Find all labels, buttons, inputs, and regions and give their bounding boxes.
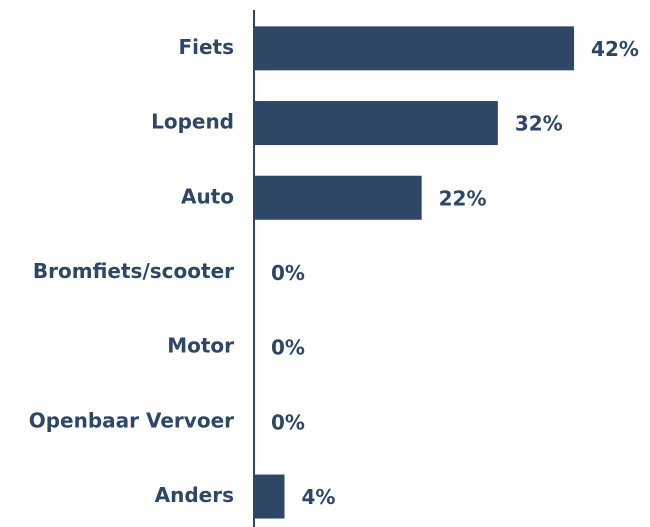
category-label: Auto xyxy=(181,184,234,208)
bar xyxy=(254,26,575,71)
category-label: Lopend xyxy=(151,110,234,134)
value-label: 4% xyxy=(301,485,335,509)
category-label: Anders xyxy=(155,483,234,507)
category-label: Openbaar Vervoer xyxy=(29,408,234,432)
category-label: Motor xyxy=(167,334,234,358)
category-label: Bromfiets/scooter xyxy=(33,259,234,283)
value-label: 0% xyxy=(271,410,305,434)
bar xyxy=(254,101,498,146)
value-label: 0% xyxy=(271,261,305,285)
value-label: 22% xyxy=(439,186,487,210)
bar xyxy=(254,175,422,220)
value-label: 0% xyxy=(271,336,305,360)
category-label: Fiets xyxy=(178,35,234,59)
bar xyxy=(254,474,285,519)
value-label: 32% xyxy=(515,112,563,136)
value-label: 42% xyxy=(591,37,639,61)
